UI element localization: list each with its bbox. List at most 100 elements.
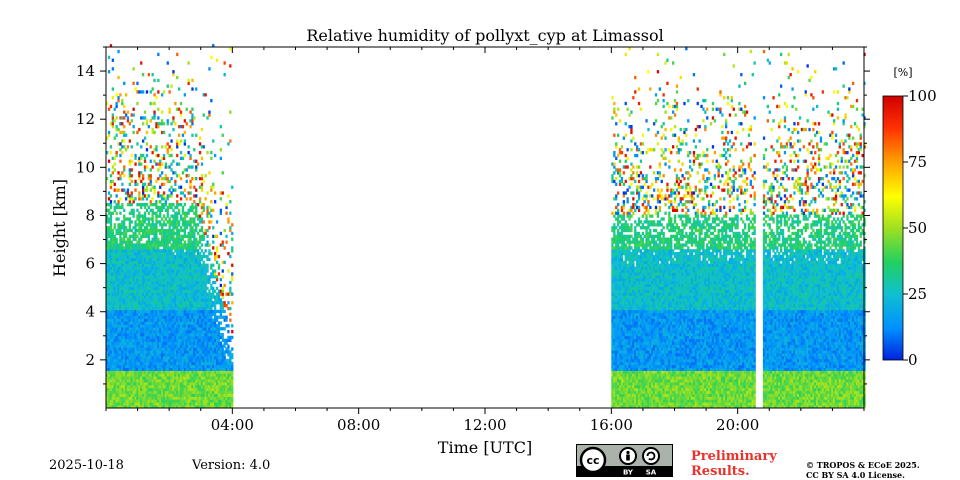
heat-cell	[140, 338, 143, 342]
heat-cell	[143, 283, 147, 288]
heat-cell	[615, 318, 618, 322]
heat-cell	[204, 269, 207, 273]
heat-cell	[132, 387, 135, 392]
heat-cell	[208, 356, 211, 360]
heat-cell	[119, 367, 122, 371]
heat-cell	[113, 295, 116, 299]
heat-cell	[119, 347, 122, 351]
heat-cell	[147, 358, 150, 363]
heat-cell	[132, 347, 135, 351]
heat-cell	[212, 289, 215, 293]
heat-cell	[109, 324, 113, 328]
heat-cell	[202, 292, 205, 296]
heat-cell	[219, 390, 222, 394]
heat-cell	[147, 182, 150, 186]
heat-cell	[134, 249, 137, 253]
heat-cell	[183, 350, 186, 354]
heat-cell	[611, 390, 614, 394]
heat-cell	[159, 318, 162, 322]
heat-cell	[125, 306, 128, 311]
heat-cell	[136, 301, 139, 305]
heat-cell	[145, 341, 149, 345]
heat-cell	[618, 254, 622, 259]
heat-cell	[164, 177, 167, 181]
heat-cell	[178, 272, 181, 276]
heat-cell	[161, 358, 164, 363]
heat-cell	[183, 379, 186, 383]
heat-cell	[193, 376, 196, 380]
heat-cell	[155, 228, 158, 233]
heat-cell	[202, 402, 205, 406]
heat-cell	[181, 278, 185, 282]
heat-cell	[187, 286, 190, 290]
heat-cell	[215, 234, 219, 238]
heat-cell	[202, 263, 205, 267]
heat-cell	[113, 272, 116, 276]
heat-cell	[107, 344, 111, 348]
heat-cell	[168, 379, 171, 383]
heat-cell	[611, 324, 614, 328]
heat-cell	[155, 402, 158, 406]
heat-cell	[157, 367, 160, 371]
heat-cell	[202, 353, 205, 357]
heat-cell	[125, 330, 128, 334]
heat-cell	[109, 203, 113, 207]
heat-cell	[197, 278, 200, 282]
heat-cell	[208, 226, 211, 230]
heat-cell	[227, 370, 230, 374]
heat-cell	[107, 197, 111, 201]
heat-cell	[202, 231, 205, 236]
heat-cell	[111, 113, 114, 117]
heat-cell	[181, 234, 185, 238]
heat-cell	[140, 318, 143, 322]
heat-cell	[164, 298, 167, 302]
heat-cell	[149, 283, 152, 288]
heat-cell	[121, 203, 124, 207]
heat-cell	[155, 324, 158, 328]
heat-cell	[155, 335, 158, 340]
heat-cell	[107, 243, 111, 247]
heat-cell	[125, 298, 128, 302]
heat-cell	[111, 295, 114, 299]
heat-cell	[155, 254, 158, 259]
heat-cell	[189, 327, 192, 331]
heat-cell	[197, 384, 200, 389]
heat-cell	[187, 402, 190, 406]
heat-cell	[611, 162, 614, 166]
heat-cell	[132, 272, 135, 276]
heat-cell	[153, 344, 156, 348]
heat-cell	[195, 309, 198, 314]
heat-cell	[179, 177, 183, 181]
heat-cell	[193, 116, 196, 120]
heat-cell	[109, 304, 113, 308]
heat-cell	[138, 223, 141, 227]
heat-cell	[145, 379, 149, 383]
heat-cell	[126, 399, 130, 403]
heat-cell	[162, 304, 166, 308]
heat-cell	[149, 399, 152, 403]
heat-cell	[107, 384, 111, 389]
heat-cell	[615, 142, 618, 146]
heat-cell	[147, 321, 150, 325]
heat-cell	[143, 356, 147, 360]
heat-cell	[147, 263, 150, 267]
heat-cell	[210, 306, 213, 311]
heat-cell	[111, 327, 114, 331]
heat-cell	[121, 263, 124, 267]
heat-cell	[113, 223, 116, 227]
heat-cell	[185, 370, 188, 374]
heat-cell	[111, 269, 114, 273]
heat-cell	[166, 260, 169, 264]
heat-cell	[210, 298, 213, 302]
heat-cell	[206, 301, 209, 305]
heat-cell	[176, 353, 179, 357]
heat-cell	[140, 243, 143, 247]
heat-cell	[191, 205, 194, 210]
heat-cell	[109, 217, 113, 221]
heat-cell	[153, 283, 156, 288]
heat-cell	[168, 246, 171, 250]
heat-cell	[198, 136, 202, 140]
heat-cell	[149, 338, 152, 342]
heat-cell	[151, 292, 154, 296]
heat-cell	[168, 263, 171, 267]
